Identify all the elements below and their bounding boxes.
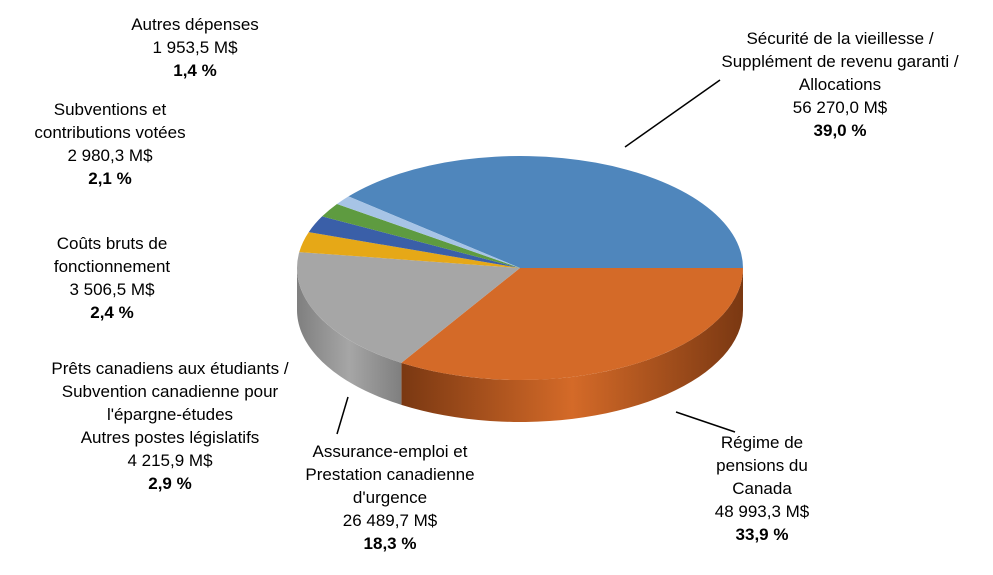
label-value: 26 489,7 M$ <box>342 511 438 530</box>
label-value: 1 953,5 M$ <box>152 38 238 57</box>
slice-3 <box>299 232 520 268</box>
label-line: Coûts bruts de <box>56 234 168 253</box>
label-percent: 2,4 % <box>90 303 134 322</box>
slice-5 <box>322 203 520 268</box>
label-line: Subventions et <box>53 100 167 119</box>
label-line: l'épargne-études <box>106 405 234 424</box>
label-line: Autres dépenses <box>131 15 259 34</box>
label-line: Prestation canadienne <box>305 465 475 484</box>
label-line: Subvention canadienne pour <box>61 382 279 401</box>
label-percent: 1,4 % <box>173 61 217 80</box>
label-couts-bruts: Coûts bruts de fonctionnement 3 506,5 M$… <box>32 232 192 324</box>
label-value: 4 215,9 M$ <box>127 451 213 470</box>
slice-0 <box>348 156 743 268</box>
label-regime-pensions: Régime de pensions du Canada 48 993,3 M$… <box>672 431 852 546</box>
label-line: fonctionnement <box>53 257 171 276</box>
label-value: 2 980,3 M$ <box>67 146 153 165</box>
label-subventions: Subventions et contributions votées 2 98… <box>10 98 210 190</box>
label-assurance-emploi: Assurance-emploi et Prestation canadienn… <box>280 440 500 555</box>
label-line: Régime de <box>720 433 804 452</box>
label-percent: 2,1 % <box>88 169 132 188</box>
slice-4 <box>308 216 520 268</box>
label-line: pensions du <box>716 456 808 475</box>
label-prets-canadiens: Prêts canadiens aux étudiants / Subventi… <box>20 357 320 495</box>
label-securite-vieillesse: Sécurité de la vieillesse / Supplément d… <box>690 27 990 142</box>
slice-side-1 <box>401 268 743 422</box>
label-line: Prêts canadiens aux étudiants / <box>51 359 289 378</box>
label-autres-depenses: Autres dépenses 1 953,5 M$ 1,4 % <box>100 13 290 82</box>
label-percent: 2,9 % <box>148 474 192 493</box>
label-line: Assurance-emploi et <box>312 442 468 461</box>
label-value: 3 506,5 M$ <box>69 280 155 299</box>
label-percent: 18,3 % <box>363 534 417 553</box>
label-line: contributions votées <box>34 123 186 142</box>
leader-line-0 <box>624 79 721 148</box>
label-value: 48 993,3 M$ <box>714 502 810 521</box>
leader-line-1 <box>675 411 736 433</box>
slice-side-2 <box>297 268 402 405</box>
label-line: Supplément de revenu garanti / <box>721 52 959 71</box>
label-line: Autres postes législatifs <box>80 428 260 447</box>
label-value: 56 270,0 M$ <box>792 98 888 117</box>
label-line: d'urgence <box>352 488 428 507</box>
slice-6 <box>337 196 520 268</box>
slice-2 <box>296 252 520 363</box>
label-line: Canada <box>732 479 792 498</box>
label-line: Sécurité de la vieillesse / <box>746 29 934 48</box>
leader-line-2 <box>336 396 349 435</box>
slice-1 <box>401 268 743 381</box>
label-percent: 33,9 % <box>735 525 789 544</box>
label-percent: 39,0 % <box>813 121 867 140</box>
label-line: Allocations <box>798 75 882 94</box>
